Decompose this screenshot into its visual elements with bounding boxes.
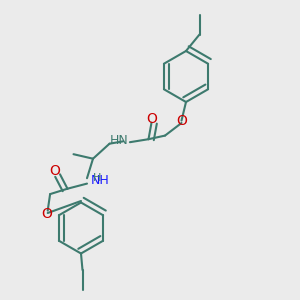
Text: O: O — [176, 114, 187, 128]
Text: O: O — [147, 112, 158, 126]
Text: NH: NH — [91, 174, 109, 187]
Text: O: O — [41, 207, 52, 221]
Text: HN: HN — [110, 134, 128, 148]
Text: O: O — [49, 164, 60, 178]
Text: H: H — [93, 172, 102, 183]
